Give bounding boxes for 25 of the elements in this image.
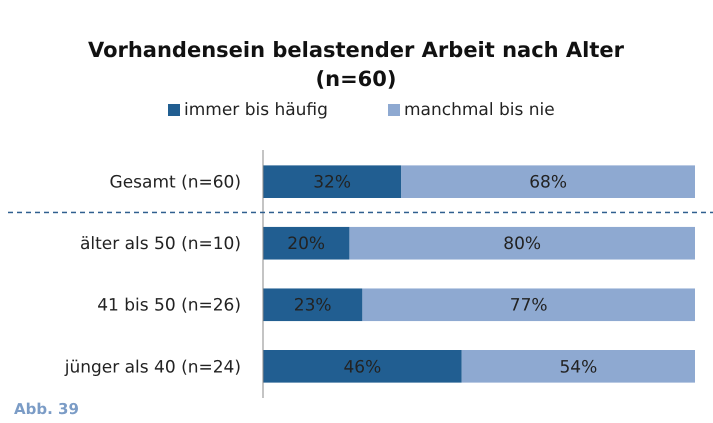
bar bbox=[263, 288, 362, 322]
bar bbox=[349, 226, 695, 260]
chart-subtitle: (n=60) bbox=[316, 67, 396, 91]
chart-title: Vorhandensein belastender Arbeit nach Alter bbox=[88, 38, 625, 62]
data-label: 32% bbox=[313, 172, 352, 193]
data-label: 54% bbox=[559, 357, 598, 378]
data-label: 46% bbox=[343, 357, 382, 378]
bar bbox=[263, 165, 402, 198]
y-tick-label: älter als 50 (n=10) bbox=[80, 234, 241, 254]
bar bbox=[263, 350, 462, 383]
legend-label: manchmal bis nie bbox=[404, 100, 555, 120]
y-tick-label: jünger als 40 (n=24) bbox=[64, 357, 241, 378]
caption: Abb. 39 bbox=[14, 400, 79, 418]
bar bbox=[362, 288, 695, 322]
data-label: 20% bbox=[287, 234, 326, 254]
data-label: 77% bbox=[510, 296, 548, 316]
y-tick-label: 41 bis 50 (n=26) bbox=[97, 296, 241, 316]
bar bbox=[263, 226, 350, 260]
legend-label: immer bis häufig bbox=[184, 100, 328, 120]
y-tick-label: Gesamt (n=60) bbox=[110, 172, 241, 193]
bar bbox=[462, 350, 695, 383]
data-label: 68% bbox=[529, 172, 568, 193]
bar bbox=[401, 165, 695, 198]
data-label: 80% bbox=[503, 234, 542, 254]
data-label: 23% bbox=[294, 296, 332, 316]
